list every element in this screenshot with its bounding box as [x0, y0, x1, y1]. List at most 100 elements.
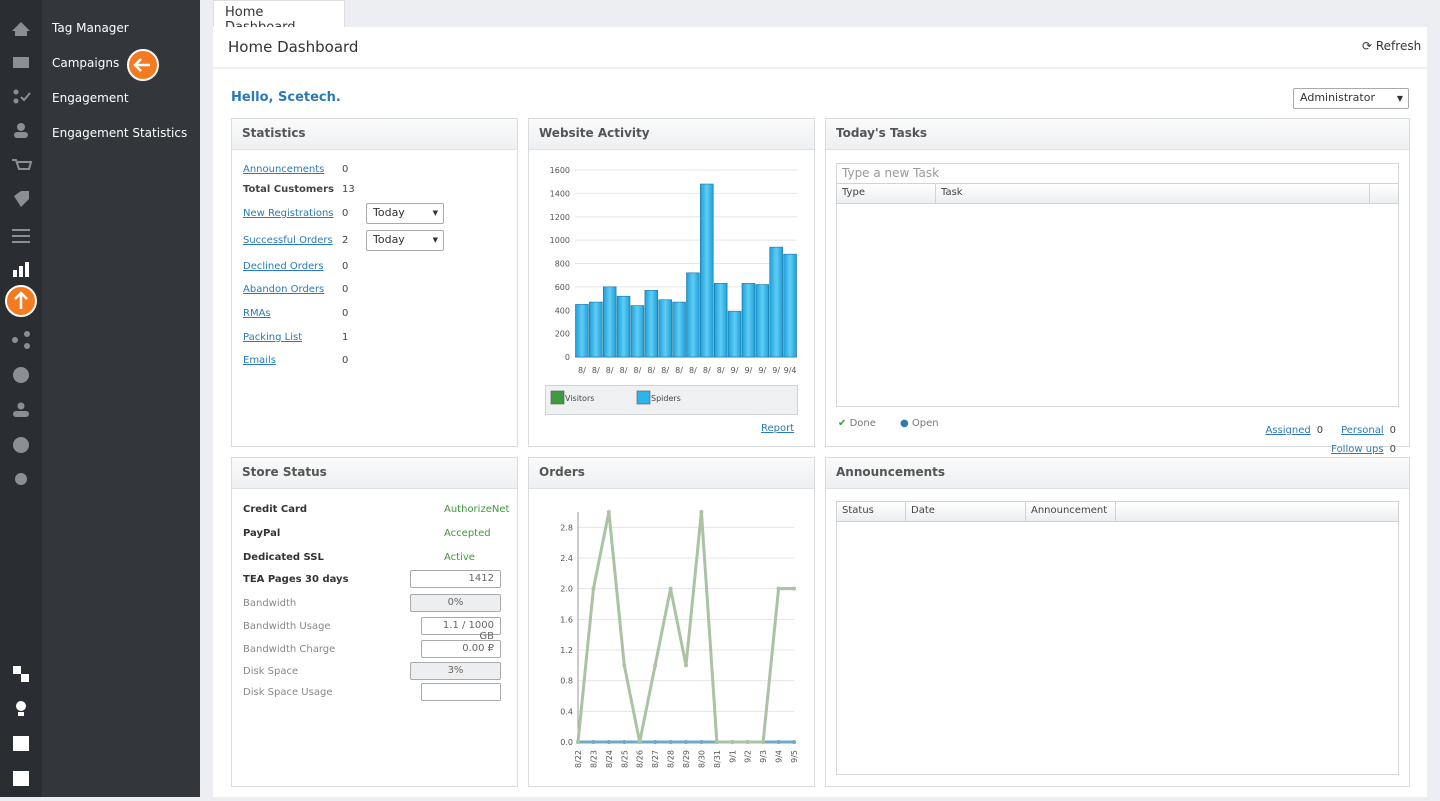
point — [606, 740, 611, 744]
point — [792, 586, 796, 591]
mail-icon[interactable] — [13, 57, 29, 68]
stat-label[interactable]: Successful Orders — [243, 235, 333, 246]
stat-label[interactable]: Packing List — [243, 332, 303, 343]
status-label: Disk Space Usage — [243, 687, 333, 698]
y-tick-label: 600 — [555, 283, 570, 292]
task-counter: Assigned 0 — [1266, 418, 1324, 437]
x-tick-label: 8/28 — [667, 750, 676, 768]
globe-icon[interactable] — [13, 437, 29, 453]
stat-label[interactable]: Declined Orders — [243, 261, 324, 272]
user-icon[interactable] — [17, 123, 25, 131]
status-label: Credit Card — [243, 504, 308, 515]
refresh-label[interactable]: Refresh — [1375, 39, 1422, 53]
period-value[interactable]: Today — [373, 206, 405, 219]
bar — [658, 299, 672, 358]
y-tick-label: 0.0 — [560, 738, 573, 747]
point — [653, 740, 658, 744]
stat-label[interactable]: Announcements — [243, 164, 325, 175]
chart-legend — [545, 385, 798, 415]
status-label: Bandwidth — [243, 598, 297, 609]
role-select[interactable]: Administrator ▼ — [1293, 88, 1409, 109]
x-tick-label: 8/22 — [574, 750, 583, 768]
point — [622, 663, 627, 668]
home-icon[interactable] — [12, 22, 30, 36]
stat-label[interactable]: Emails — [243, 355, 276, 366]
counter-label[interactable]: Follow ups — [1331, 444, 1384, 455]
counter-value: 0 — [1316, 425, 1324, 436]
calendar-icon[interactable] — [13, 771, 29, 786]
y-tick-label: 0.8 — [560, 677, 573, 686]
column-header[interactable]: Status — [836, 501, 906, 522]
pie-icon[interactable] — [13, 367, 29, 383]
bar — [630, 305, 645, 358]
status-value: 0% — [447, 597, 464, 608]
status-field — [421, 683, 501, 701]
y-tick-label: 2.4 — [560, 554, 573, 563]
period-select[interactable]: Today ▼ — [366, 230, 444, 251]
period-select[interactable]: Today ▼ — [366, 203, 444, 224]
share-icon[interactable] — [12, 337, 18, 343]
stat-label[interactable]: New Registrations — [243, 208, 334, 219]
period-value[interactable]: Today — [373, 233, 405, 246]
legend-swatch — [550, 390, 565, 405]
y-tick-label: 800 — [555, 260, 570, 269]
idea-icon[interactable] — [16, 701, 26, 711]
point — [591, 740, 596, 744]
refresh-button[interactable]: ⟳ Refresh — [1362, 39, 1422, 53]
status-label: Bandwidth Charge — [243, 644, 336, 655]
bar — [700, 183, 714, 358]
stats-icon[interactable] — [13, 270, 17, 277]
status-field: 0.00 ₽ — [421, 640, 501, 658]
legend-label: Visitors — [565, 394, 594, 403]
counter-label[interactable]: Personal — [1341, 425, 1384, 436]
y-tick-label: 0 — [565, 353, 570, 362]
icon-rail — [0, 0, 42, 797]
role-value[interactable]: Administrator — [1300, 91, 1375, 104]
counter-label[interactable]: Assigned — [1265, 425, 1311, 436]
menu-item[interactable]: Campaigns — [52, 56, 120, 70]
settings-icon[interactable] — [15, 473, 27, 485]
x-tick-label: 8/ — [634, 366, 642, 375]
panel-title: Announcements — [826, 458, 1409, 489]
menu-item[interactable]: Tag Manager — [52, 21, 129, 35]
stat-value: 0 — [342, 355, 349, 366]
open-label[interactable]: Open — [911, 418, 939, 429]
done-button[interactable]: ✔ Done — [838, 418, 876, 429]
task-counter: Follow ups 0 — [1331, 437, 1396, 456]
y-tick-label: 1600 — [550, 166, 570, 175]
bar — [686, 272, 700, 358]
point — [622, 740, 627, 744]
y-tick-label: 2.0 — [560, 585, 573, 594]
tag-icon[interactable] — [14, 191, 29, 207]
bar — [727, 311, 742, 358]
x-tick-label: 8/ — [689, 366, 697, 375]
status-label: TEA Pages 30 days — [243, 574, 349, 585]
point — [792, 740, 796, 744]
stat-label[interactable]: Abandon Orders — [243, 284, 325, 295]
open-button[interactable]: ● Open — [900, 418, 939, 429]
bar — [602, 286, 617, 358]
menu-item[interactable]: Engagement — [52, 91, 129, 105]
panel-title: Statistics — [232, 119, 517, 150]
tasks-panel: Today's Tasks Type a new Task Type Task … — [825, 118, 1410, 455]
widgets-icon[interactable] — [13, 666, 21, 674]
cart-icon[interactable] — [12, 159, 33, 170]
x-tick-label: 8/ — [578, 366, 586, 375]
x-tick-label: 9/2 — [744, 750, 753, 763]
x-tick-label: 8/24 — [605, 750, 614, 768]
menu-item[interactable]: Engagement Statistics — [52, 126, 188, 140]
y-tick-label: 1200 — [550, 213, 570, 222]
flow-icon[interactable] — [13, 89, 19, 95]
sliders-icon[interactable] — [12, 229, 30, 231]
campaigns-marker — [127, 49, 159, 81]
stat-label[interactable]: RMAs — [243, 308, 271, 319]
x-tick-label: 8/27 — [651, 750, 660, 768]
report-link[interactable]: Report — [761, 423, 795, 434]
layout-icon[interactable] — [13, 736, 29, 751]
group-icon[interactable] — [17, 402, 25, 410]
stat-value: 0 — [342, 164, 349, 175]
done-label[interactable]: Done — [849, 418, 876, 429]
submenu — [42, 0, 200, 797]
stat-label: Total Customers — [243, 184, 334, 195]
